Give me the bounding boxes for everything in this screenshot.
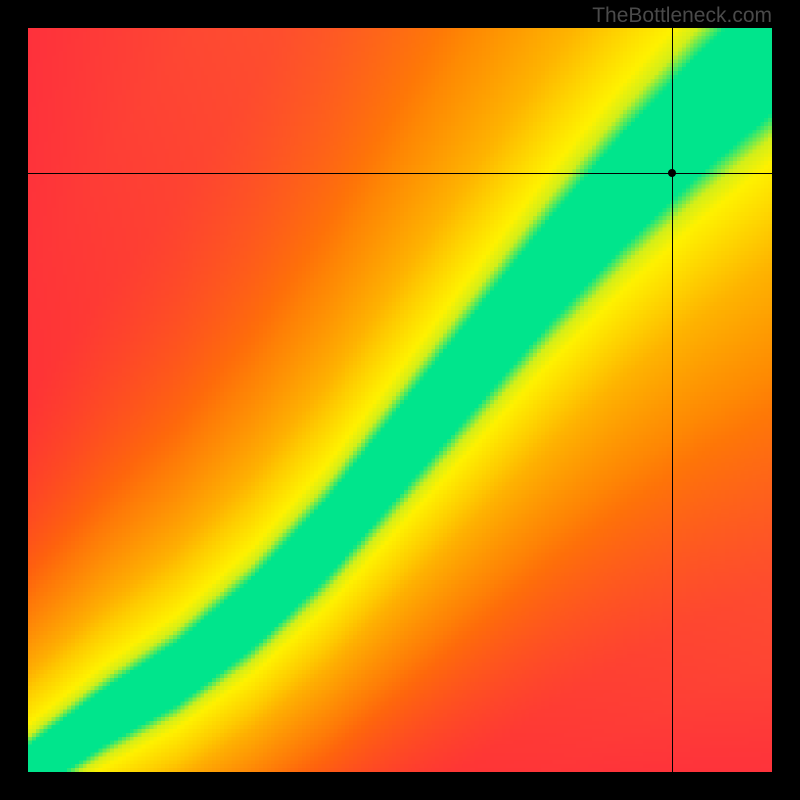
crosshair-horizontal [0, 173, 800, 174]
bottleneck-heatmap [28, 28, 772, 772]
crosshair-point [668, 169, 676, 177]
crosshair-vertical [672, 0, 673, 800]
watermark-text: TheBottleneck.com [592, 4, 772, 28]
heatmap-canvas [28, 28, 772, 772]
